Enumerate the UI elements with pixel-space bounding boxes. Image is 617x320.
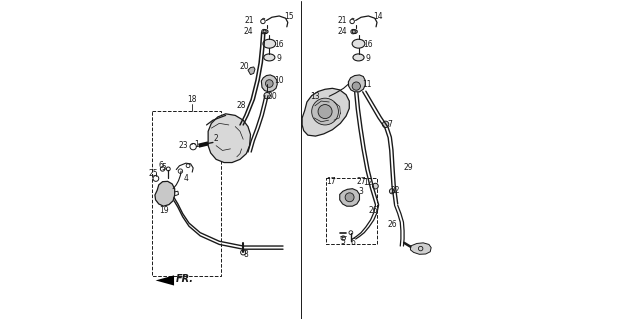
Circle shape <box>352 82 360 90</box>
Text: 24: 24 <box>337 27 347 36</box>
Text: 20: 20 <box>240 61 250 70</box>
Text: 9: 9 <box>277 53 281 62</box>
Bar <box>326 179 377 244</box>
Circle shape <box>223 135 232 144</box>
Text: 24: 24 <box>243 27 253 36</box>
Circle shape <box>312 98 339 125</box>
Text: 17: 17 <box>326 177 336 186</box>
Text: 1: 1 <box>194 140 199 148</box>
Ellipse shape <box>353 54 364 61</box>
Circle shape <box>157 191 171 205</box>
Polygon shape <box>262 75 277 92</box>
Polygon shape <box>340 189 360 206</box>
Text: 29: 29 <box>404 163 413 172</box>
Text: 6: 6 <box>350 238 355 247</box>
Text: 11: 11 <box>362 80 371 89</box>
Circle shape <box>218 130 236 148</box>
Text: 26: 26 <box>368 206 378 215</box>
Text: 25: 25 <box>149 169 158 178</box>
Text: 14: 14 <box>373 12 383 21</box>
Bar <box>152 111 221 276</box>
Text: 13: 13 <box>311 92 320 101</box>
Polygon shape <box>349 75 365 92</box>
Text: 22: 22 <box>391 186 400 195</box>
Text: 21: 21 <box>338 16 347 25</box>
Text: 3: 3 <box>358 188 363 196</box>
Text: FR.: FR. <box>176 275 194 284</box>
Text: 30: 30 <box>267 92 277 101</box>
Polygon shape <box>155 275 174 285</box>
Text: 19: 19 <box>160 206 169 215</box>
Text: 10: 10 <box>275 76 284 85</box>
Circle shape <box>161 195 167 201</box>
Ellipse shape <box>263 30 268 34</box>
Text: 15: 15 <box>284 12 294 21</box>
Circle shape <box>265 80 273 87</box>
Text: 16: 16 <box>363 40 373 49</box>
Text: 16: 16 <box>275 40 284 49</box>
Ellipse shape <box>352 30 357 34</box>
Circle shape <box>264 92 270 99</box>
Circle shape <box>318 105 332 119</box>
Polygon shape <box>410 243 431 254</box>
Polygon shape <box>155 181 175 206</box>
Text: 8: 8 <box>243 251 248 260</box>
Text: 5: 5 <box>341 237 346 246</box>
Polygon shape <box>322 92 329 101</box>
Text: 28: 28 <box>237 101 246 110</box>
Circle shape <box>345 193 354 202</box>
Circle shape <box>383 121 389 127</box>
Polygon shape <box>302 88 349 136</box>
Text: 18: 18 <box>188 95 197 104</box>
Text: 5: 5 <box>162 164 167 172</box>
Text: 7: 7 <box>387 120 392 130</box>
Circle shape <box>389 189 394 194</box>
Circle shape <box>373 183 378 189</box>
Text: 2: 2 <box>213 134 218 143</box>
Text: 4: 4 <box>183 174 188 183</box>
Ellipse shape <box>352 39 365 48</box>
Text: 21: 21 <box>245 16 254 25</box>
Polygon shape <box>208 114 251 163</box>
Ellipse shape <box>263 54 275 61</box>
Polygon shape <box>248 67 255 75</box>
Text: 26: 26 <box>387 220 397 229</box>
Ellipse shape <box>263 39 276 48</box>
Text: 23: 23 <box>179 140 188 149</box>
Text: 27: 27 <box>356 177 366 186</box>
Text: 9: 9 <box>366 53 371 62</box>
Text: 12: 12 <box>363 179 373 188</box>
Text: 6: 6 <box>159 161 164 170</box>
